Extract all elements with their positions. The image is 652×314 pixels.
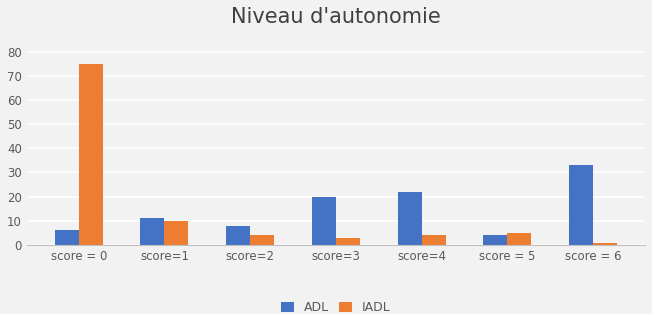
Bar <box>398 192 422 245</box>
Bar <box>593 242 617 245</box>
Bar <box>336 238 360 245</box>
Legend: ADL, IADL: ADL, IADL <box>276 296 395 314</box>
Bar <box>483 235 507 245</box>
Bar <box>250 235 274 245</box>
Bar <box>312 197 336 245</box>
Bar <box>79 64 103 245</box>
Bar <box>140 218 164 245</box>
Bar <box>422 235 445 245</box>
Bar <box>164 221 188 245</box>
Bar <box>55 230 79 245</box>
Bar <box>226 225 250 245</box>
Bar <box>569 165 593 245</box>
Bar <box>507 233 531 245</box>
Title: Niveau d'autonomie: Niveau d'autonomie <box>231 7 441 27</box>
